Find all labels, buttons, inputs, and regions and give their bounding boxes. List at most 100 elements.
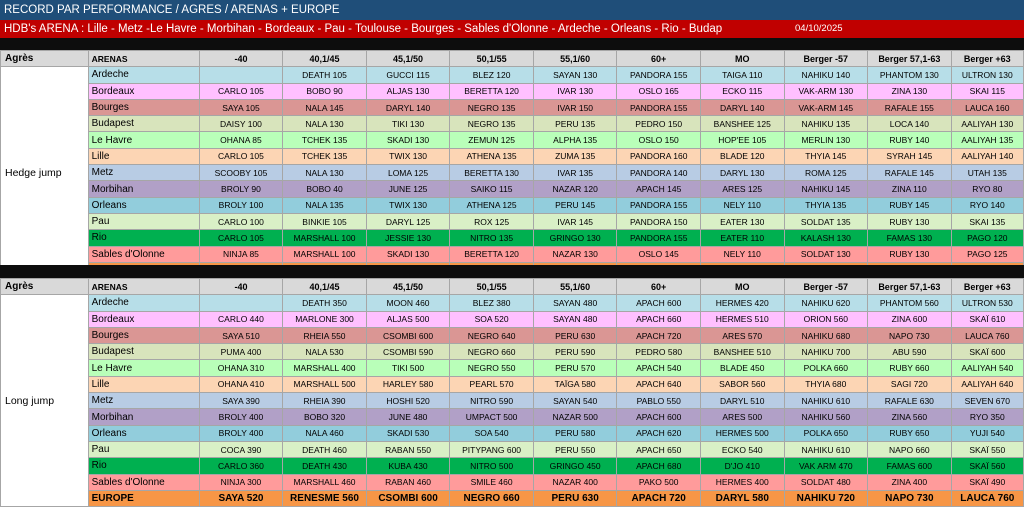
record-cell: SAIKO 115 xyxy=(449,180,534,198)
table-row-orleans: Orleans BROLY 100 NALA 135 TWIX 130 ATHENA 1… xyxy=(1,196,1024,214)
record-cell: RYO 80 xyxy=(950,180,1024,198)
record-cell: PANDORA 155 xyxy=(616,196,701,214)
table-row-sables-d-olonne: Sables d'Olonne NINJA 85 MARSHALL 100 SKADI… xyxy=(1,245,1024,263)
category-header: -40 xyxy=(198,49,284,68)
table-row-morbihan: Morbihan BROLY 400 BOBO 320 JUNE 480 UMPACT … xyxy=(1,408,1024,426)
record-cell: D'JO 410 xyxy=(699,457,785,475)
record-cell: SCOOBY 105 xyxy=(198,164,284,182)
record-cell: APACH 145 xyxy=(616,180,701,198)
record-cell: YUJI 540 xyxy=(950,424,1024,442)
record-cell: SKAÏ 550 xyxy=(950,440,1024,459)
record-cell: UTAH 135 xyxy=(950,164,1024,182)
record-cell: DARYL 130 xyxy=(699,164,785,182)
arena-name: Bourges xyxy=(87,98,200,117)
record-cell: SKADI 130 xyxy=(365,245,451,263)
record-cell: TWIX 130 xyxy=(365,196,451,214)
record-cell: OHANA 410 xyxy=(198,375,284,394)
record-cell: LOCA 140 xyxy=(867,115,952,133)
record-cell: SAGI 720 xyxy=(867,375,952,394)
record-cell: PANDORA 155 xyxy=(616,229,701,247)
record-cell: PANDORA 160 xyxy=(616,147,701,166)
record-cell: TCHEK 135 xyxy=(282,131,367,149)
record-cell: RENESME 560 xyxy=(282,489,367,507)
record-cell: NELY 110 xyxy=(699,245,785,263)
arena-name: Pau xyxy=(87,440,200,459)
record-cell: TCHEK 135 xyxy=(282,147,367,166)
record-cell: NINJA 300 xyxy=(198,473,284,491)
record-cell: DARYL 510 xyxy=(699,392,785,410)
record-cell: NAHIKU 700 xyxy=(783,343,869,361)
record-cell: NAHIKU 680 xyxy=(783,326,869,345)
record-cell: NITRO 590 xyxy=(449,392,534,410)
record-cell: THYIA 145 xyxy=(783,147,869,166)
record-cell: AALIYAH 130 xyxy=(950,115,1024,133)
record-cell: MERLIN 130 xyxy=(783,131,869,149)
record-cell: NALA 460 xyxy=(282,424,367,442)
arena-name: Sables d'Olonne xyxy=(87,473,200,491)
record-cell: NEGRO 660 xyxy=(449,489,534,507)
record-cell: NAHIKU 610 xyxy=(783,392,869,410)
arena-name: Bourges xyxy=(87,326,200,345)
record-cell: GUCCI 115 xyxy=(365,66,451,84)
record-cell: JESSIE 130 xyxy=(365,229,451,247)
record-cell: SKAÏ 560 xyxy=(950,457,1024,475)
table-row-budapest: Budapest DAISY 100 NALA 130 TIKI 130 NEGRO 1… xyxy=(1,115,1024,133)
record-cell xyxy=(198,66,284,84)
arena-name: Budapest xyxy=(87,343,200,361)
record-cell: OSLO 150 xyxy=(616,131,701,149)
category-header: 50,1/55 xyxy=(449,49,534,68)
record-cell: KUBA 430 xyxy=(365,457,451,475)
arena-name: Lille xyxy=(87,147,200,166)
record-cell: SOLDAT 130 xyxy=(783,245,869,263)
record-cell: BANSHEE 510 xyxy=(699,343,785,361)
record-cell: CSOMBI 600 xyxy=(365,326,451,345)
record-cell: SKAÏ 610 xyxy=(950,310,1024,328)
record-cell: PERU 145 xyxy=(532,196,618,214)
record-cell: SAYA 510 xyxy=(198,326,284,345)
record-cell: DARYL 140 xyxy=(365,98,451,117)
record-cell: HOP'EE 105 xyxy=(699,131,785,149)
record-cell: CARLO 105 xyxy=(198,229,284,247)
arena-name: Ardeche xyxy=(87,294,200,312)
record-cell: APACH 680 xyxy=(616,457,701,475)
category-header: Berger 57,1-63 xyxy=(867,277,952,296)
record-cell: PHANTOM 560 xyxy=(867,294,952,312)
arena-name: Le Havre xyxy=(87,359,200,377)
arena-name: Bordeaux xyxy=(87,310,200,328)
table-header-row: Agrès ARENAS -40 40,1/45 45,1/50 50,1/55 55,1/… xyxy=(0,49,1024,68)
record-cell: VAK ARM 470 xyxy=(783,457,869,475)
record-cell: TWIX 130 xyxy=(365,147,451,166)
record-cell: DEATH 460 xyxy=(282,440,367,459)
table-row-metz: Metz SAYA 390 RHEIA 390 HOSHI 520 NITRO 590 S… xyxy=(1,392,1024,410)
arena-name: Metz xyxy=(87,164,200,182)
record-cell: PANDORA 155 xyxy=(616,98,701,117)
record-cell: HERMES 420 xyxy=(699,294,785,312)
record-cell: TAIGA 110 xyxy=(699,66,785,84)
record-cell: RUBY 660 xyxy=(867,359,952,377)
record-cell: HERMES 510 xyxy=(699,310,785,328)
record-cell: DEATH 430 xyxy=(282,457,367,475)
record-cell: NAHIKU 145 xyxy=(783,180,869,198)
record-cell: NAZAR 500 xyxy=(532,408,618,426)
report-title: RECORD PAR PERFORMANCE / AGRES / ARENAS … xyxy=(0,0,1024,20)
arena-name: Morbihan xyxy=(87,180,200,198)
record-cell: SABOR 560 xyxy=(699,375,785,394)
arena-name: Rio xyxy=(87,229,200,247)
record-cell: SOA 520 xyxy=(449,310,534,328)
record-cell: ROMA 125 xyxy=(783,164,869,182)
record-cell: NEGRO 135 xyxy=(449,115,534,133)
arena-name: Metz xyxy=(87,392,200,410)
record-cell: ARES 500 xyxy=(699,408,785,426)
record-cell: APACH 660 xyxy=(616,310,701,328)
record-cell: MOON 460 xyxy=(365,294,451,312)
record-cell: OSLO 145 xyxy=(616,245,701,263)
table-row-lille: Lille OHANA 410 MARSHALL 500 HARLEY 580 PEAR… xyxy=(1,375,1024,394)
record-cell: RAFALE 630 xyxy=(867,392,952,410)
record-cell: SAYAN 480 xyxy=(532,310,618,328)
record-cell: BOBO 90 xyxy=(282,82,367,100)
record-cell: ZUMA 135 xyxy=(532,147,618,166)
record-cell: IVAR 135 xyxy=(532,164,618,182)
record-cell: DARYL 140 xyxy=(699,98,785,117)
record-cell: RYO 350 xyxy=(950,408,1024,426)
record-cell: AALIYAH 140 xyxy=(950,147,1024,166)
